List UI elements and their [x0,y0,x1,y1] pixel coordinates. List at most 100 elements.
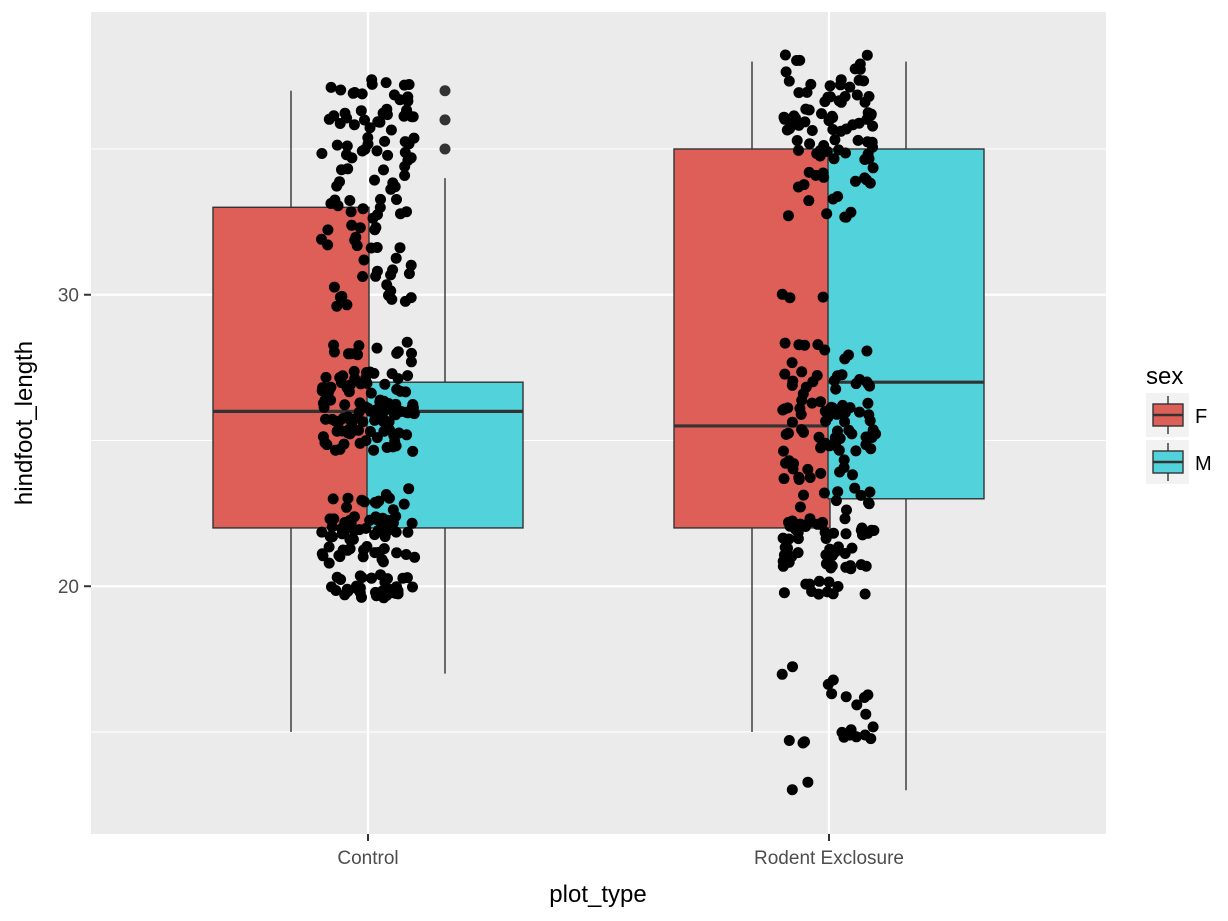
data-point [867,162,879,174]
data-point [802,776,814,788]
data-point [832,404,844,416]
data-point [390,252,402,264]
data-point [792,181,804,193]
data-point [320,371,332,383]
data-point [374,394,386,406]
data-point [368,444,380,456]
data-point [349,373,361,385]
data-point [829,134,841,146]
data-point [806,125,818,136]
data-point [403,483,415,495]
data-point [401,336,413,348]
outlier-point [439,143,451,155]
data-point [817,291,829,303]
data-point [826,688,838,700]
data-point [406,517,418,529]
data-point [786,416,798,428]
data-point [803,104,815,116]
data-point [816,108,827,120]
data-point [799,339,811,351]
box-f-0 [212,90,370,732]
data-point [861,345,873,357]
data-point [839,513,851,525]
data-point [830,495,842,507]
data-point [865,733,877,745]
data-point [382,573,393,585]
data-point [839,353,851,365]
data-point [834,433,846,444]
x-axis-title: plot_type [549,881,646,908]
data-point [793,87,805,99]
legend-keys [1146,393,1189,484]
data-point [849,482,861,494]
data-point [778,111,790,123]
data-point [791,135,803,146]
data-point [402,370,414,382]
data-point [367,212,379,224]
data-point [794,518,806,530]
data-point [336,425,348,437]
data-point [390,409,402,421]
data-point [403,268,415,280]
data-point [337,370,349,382]
data-point [325,198,337,209]
data-point [334,176,345,188]
y-tick-label: 20 [58,577,79,598]
data-point [821,208,833,220]
data-point [341,112,353,124]
data-point [777,404,789,416]
data-point [398,79,410,91]
data-point [840,123,852,135]
data-point [779,337,791,349]
data-point [370,511,382,523]
legend-title: sex [1146,363,1183,390]
data-point [863,498,875,510]
data-point [846,542,858,554]
data-point [862,397,874,409]
data-point [360,435,372,447]
data-point [852,134,864,146]
data-point [349,234,361,246]
data-point [370,270,382,282]
data-point [862,148,874,160]
legend-label-f: F [1195,406,1207,428]
data-point [344,195,356,206]
data-point [860,708,872,720]
data-point [360,373,371,385]
data-point [841,504,852,516]
data-point [345,206,357,218]
data-point [371,242,383,253]
data-point [783,75,795,87]
data-point [375,193,386,205]
data-point [832,486,844,498]
data-point [364,122,376,134]
data-point [380,77,392,89]
data-point [802,463,814,475]
data-point [405,292,417,304]
data-point [317,397,329,409]
data-point [408,132,420,144]
data-point [779,368,791,380]
data-point [792,533,804,545]
data-point [355,105,367,117]
data-point [366,74,378,86]
data-point [819,527,831,538]
data-point [369,174,380,186]
data-point [797,737,809,749]
data-point [381,279,393,291]
data-point [405,259,417,271]
data-point [378,543,390,555]
data-point [328,339,340,351]
data-point [844,81,856,93]
data-point [776,668,788,680]
data-point [342,163,354,175]
data-point [851,89,863,101]
data-point [341,299,353,311]
data-point [409,551,421,563]
data-point [782,210,794,222]
data-point [371,145,383,157]
data-point [849,63,861,75]
data-point [372,525,384,536]
data-point [865,109,877,121]
